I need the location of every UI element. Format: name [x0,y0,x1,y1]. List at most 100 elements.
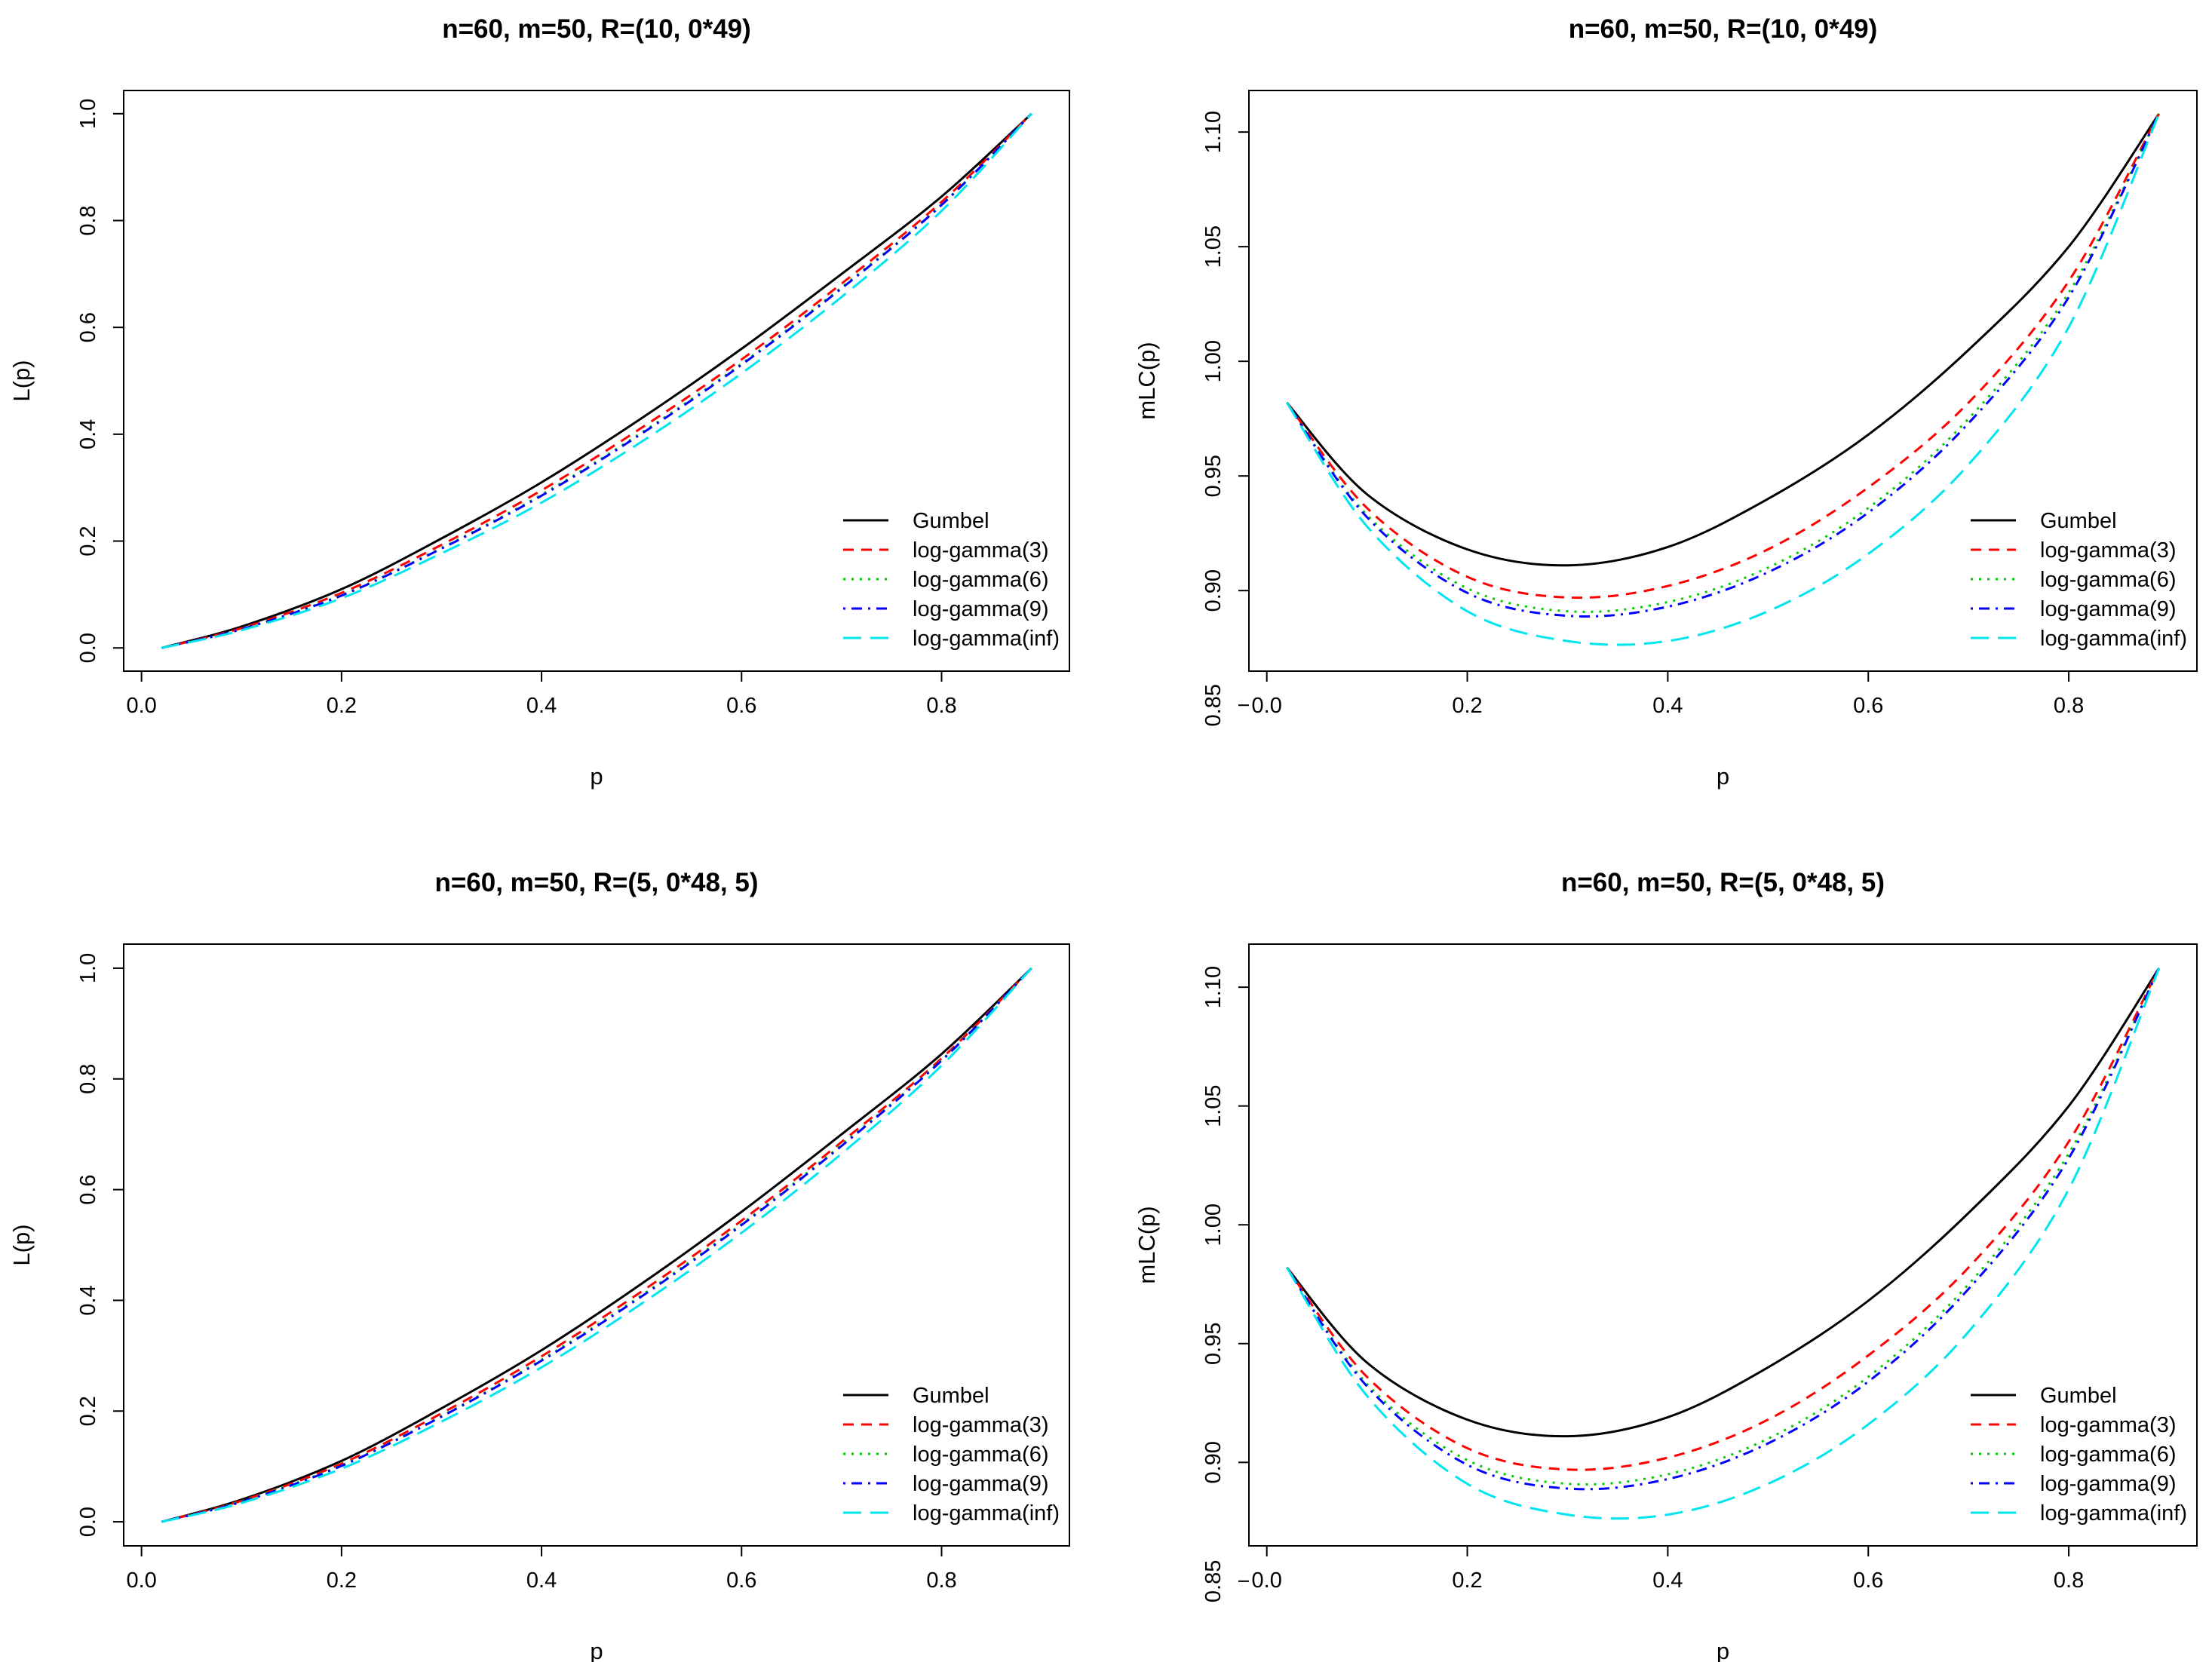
legend-label: log-gamma(6) [913,568,1049,592]
series-line-log-gamma-inf- [1286,113,2161,646]
x-tick-label: 0.6 [726,1568,756,1593]
y-tick-label: 1.05 [1201,1084,1226,1127]
y-tick-label: 1.05 [1201,225,1226,268]
x-tick-label: 0.4 [1652,694,1683,718]
chart-panel-1: n=60, m=50, R=(10, 0*49) 0.0 0.2 0.4 0.6 0.8 0… [8,14,1070,790]
x-tick-label: 0.8 [926,694,956,718]
series-line-log-gamma-3- [161,112,1032,649]
y-tick-label: 1.00 [1201,340,1226,382]
legend-label: log-gamma(3) [2040,538,2177,563]
legend-label: log-gamma(6) [913,1443,1049,1467]
y-tick-label: 0.6 [76,1174,100,1204]
y-tick-label: 0.4 [76,1285,100,1315]
y-tick-label: 0.0 [76,633,100,663]
series-line-gumbel [1286,967,2160,1438]
x-tick-label: 0.6 [1853,694,1883,718]
legend-label: log-gamma(9) [913,1472,1049,1496]
y-axis-label: mLC(p) [1134,342,1160,419]
chart-title: n=60, m=50, R=(5, 0*48, 5) [1561,868,1885,897]
series-line-log-gamma-3- [161,967,1032,1523]
chart-panel-2: n=60, m=50, R=(10, 0*49) 0.0 0.2 0.4 0.6 0.8 0… [1134,14,2198,790]
y-tick-label: 0.2 [76,1396,100,1426]
series-line-log-gamma-inf- [1286,967,2161,1520]
y-tick-label: 0.90 [1201,569,1226,612]
x-tick-label: 0.0 [1252,1568,1282,1593]
series-line-log-gamma-inf- [161,967,1032,1523]
legend-label: Gumbel [913,1384,989,1408]
x-tick-label: 0.0 [126,1568,156,1593]
y-tick-label: 0.8 [76,205,100,235]
chart-title: n=60, m=50, R=(10, 0*49) [1569,14,1878,44]
y-axis-label: mLC(p) [1134,1206,1160,1283]
legend-label: log-gamma(3) [913,538,1049,563]
x-tick-label: 0.4 [1652,1568,1683,1593]
series-line-gumbel [161,112,1032,649]
series-line-log-gamma-3- [1286,967,2161,1471]
series-line-gumbel [161,967,1032,1523]
x-axis-label: p [1717,1638,1729,1662]
y-tick-label: 0.90 [1201,1441,1226,1483]
chart-title: n=60, m=50, R=(10, 0*49) [442,14,751,44]
y-tick-label: 1.00 [1201,1204,1226,1246]
legend-label: log-gamma(3) [913,1413,1049,1437]
x-tick-label: 0.2 [1452,1568,1482,1593]
series-line-log-gamma-9- [161,967,1032,1523]
x-tick-label: 0.4 [526,1568,557,1593]
series-line-log-gamma-9- [1286,967,2161,1491]
series-line-log-gamma-9- [161,112,1032,649]
x-tick-label: 0.2 [327,1568,357,1593]
legend-label: log-gamma(9) [2040,1472,2177,1496]
x-tick-label: 0.6 [726,694,756,718]
series-line-log-gamma-6- [1286,113,2161,613]
x-tick-label: 0.6 [1853,1568,1883,1593]
legend-label: Gumbel [2040,509,2117,533]
legend-label: log-gamma(9) [2040,597,2177,621]
x-tick-label: 0.0 [126,694,156,718]
legend-label: log-gamma(6) [2040,568,2177,592]
legend-label: log-gamma(inf) [913,1501,1060,1526]
y-tick-label: 1.0 [76,99,100,129]
x-tick-label: 0.2 [327,694,357,718]
series-line-log-gamma-9- [1286,113,2161,618]
x-tick-label: 0.0 [1252,694,1282,718]
y-axis-label: L(p) [8,360,35,401]
legend-label: Gumbel [2040,1384,2117,1408]
series-line-log-gamma-6- [1286,967,2161,1486]
legend-label: log-gamma(inf) [913,627,1060,651]
legend-label: log-gamma(inf) [2040,627,2187,651]
legend-label: log-gamma(inf) [2040,1501,2187,1526]
y-tick-label: 0.4 [76,419,100,449]
series-line-log-gamma-inf- [161,112,1032,649]
x-axis-label: p [590,1638,603,1662]
x-tick-label: 0.8 [2054,1568,2084,1593]
y-tick-label: 0.85 [1201,684,1226,726]
legend-label: log-gamma(9) [913,597,1049,621]
y-tick-label: 0.95 [1201,455,1226,497]
y-tick-label: 0.2 [76,526,100,556]
y-tick-label: 0.85 [1201,1560,1226,1602]
y-tick-label: 0.95 [1201,1323,1226,1365]
x-tick-label: 0.2 [1452,694,1482,718]
x-tick-label: 0.8 [926,1568,956,1593]
legend-label: log-gamma(6) [2040,1443,2177,1467]
legend-label: Gumbel [913,509,989,533]
series-line-log-gamma-3- [1286,113,2161,599]
legend-label: log-gamma(3) [2040,1413,2177,1437]
chart-title: n=60, m=50, R=(5, 0*48, 5) [434,868,758,897]
x-axis-label: p [1717,763,1729,790]
x-tick-label: 0.4 [526,694,557,718]
series-line-log-gamma-6- [161,967,1032,1523]
y-tick-label: 0.6 [76,312,100,342]
x-axis-label: p [590,763,603,790]
chart-panel-3: n=60, m=50, R=(5, 0*48, 5) 0.0 0.2 0.4 0.6 0.… [8,868,1070,1662]
y-tick-label: 1.10 [1201,111,1226,153]
y-tick-label: 1.0 [76,953,100,983]
y-tick-label: 0.0 [76,1507,100,1537]
y-axis-label: L(p) [8,1224,35,1265]
chart-panel-4: n=60, m=50, R=(5, 0*48, 5) 0.0 0.2 0.4 0.6 0.… [1134,868,2198,1662]
x-tick-label: 0.8 [2054,694,2084,718]
series-line-gumbel [1286,112,2160,567]
y-tick-label: 1.10 [1201,966,1226,1008]
series-line-log-gamma-6- [161,112,1032,649]
